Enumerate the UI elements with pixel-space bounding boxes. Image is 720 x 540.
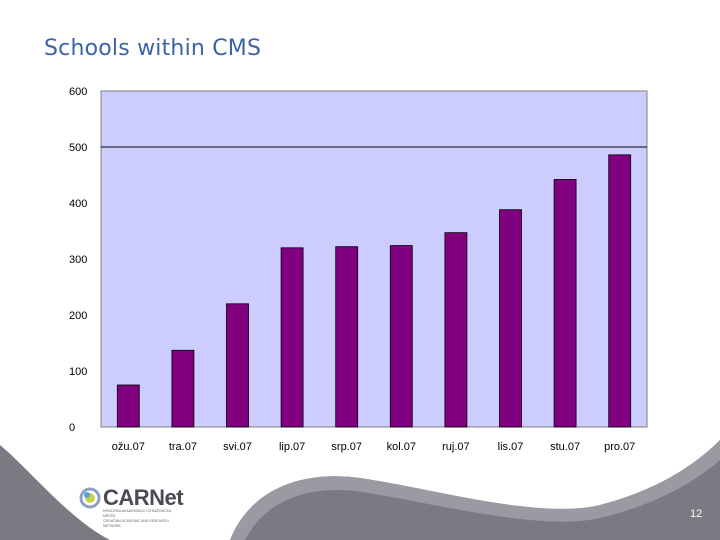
y-tick-label: 600 (69, 86, 87, 98)
y-tick-label: 200 (69, 310, 87, 322)
x-tick-label: srp.07 (331, 441, 362, 453)
x-axis-labels: ožu.07 tra.07 svi.07 lip.07 srp.07 kol.07 ruj.… (112, 441, 636, 453)
bar (444, 232, 468, 428)
y-axis-ticks: 0 100 200 300 400 500 600 (69, 86, 87, 434)
logo-subtitle-line2: CROATIAN ACADEMIC AND RESEARCH NETWORK (103, 519, 169, 528)
x-tick-label: ožu.07 (112, 441, 145, 453)
slide-title: Schools within CMS (44, 36, 262, 61)
bars (116, 154, 632, 428)
y-tick-label: 0 (69, 422, 75, 434)
x-tick-label: lis.07 (498, 441, 524, 453)
y-tick-label: 500 (69, 142, 87, 154)
bar (553, 179, 577, 428)
logo-subtitle-line1: HRVATSKA AKADEMSKA I ISTRAŽIVAČKA MREŽA (103, 509, 172, 518)
bar (280, 247, 304, 428)
bar (116, 384, 140, 428)
carnet-logo-icon (79, 487, 101, 509)
bar (226, 303, 249, 428)
x-tick-label: svi.07 (223, 441, 252, 453)
page-number: 12 (690, 508, 703, 520)
bar (389, 245, 413, 428)
x-tick-label: lip.07 (279, 441, 305, 453)
bar (608, 154, 632, 428)
logo-name: CARNet (103, 485, 184, 510)
x-tick-label: pro.07 (604, 441, 635, 453)
x-tick-label: tra.07 (169, 441, 197, 453)
y-tick-label: 400 (69, 198, 87, 210)
bar (335, 246, 359, 428)
x-tick-label: ruj.07 (442, 441, 470, 453)
x-tick-label: kol.07 (387, 441, 416, 453)
logo-subtitle: HRVATSKA AKADEMSKA I ISTRAŽIVAČKA MREŽA … (103, 509, 183, 529)
y-tick-label: 300 (69, 254, 87, 266)
bar (499, 209, 522, 428)
bar (171, 349, 195, 428)
y-tick-label: 100 (69, 366, 87, 378)
x-tick-label: stu.07 (550, 441, 580, 453)
